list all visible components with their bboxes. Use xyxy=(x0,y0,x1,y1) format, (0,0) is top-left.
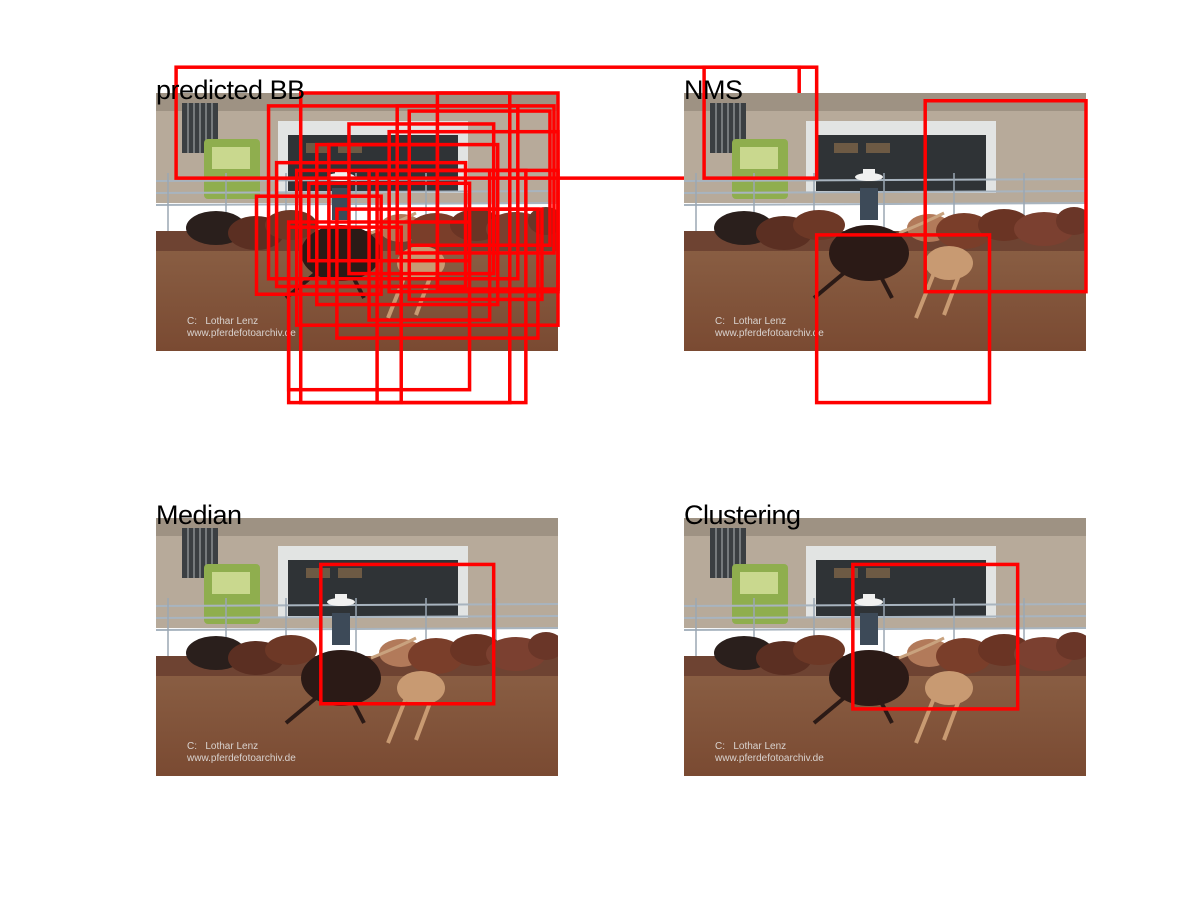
panel-nms: C: Lothar Lenz www.pferdefotoarchiv.de N… xyxy=(684,65,1088,405)
panel-clustering: C: Lothar Lenz www.pferdefotoarchiv.de C… xyxy=(684,500,1086,776)
rodeo-photo xyxy=(156,518,558,776)
rodeo-photo xyxy=(684,93,1086,351)
panel-predicted-bb: C: Lothar Lenz www.pferdefotoarchiv.de p… xyxy=(156,65,801,405)
panel-median: C: Lothar Lenz www.pferdefotoarchiv.de M… xyxy=(156,500,558,776)
photo-watermark: C: Lothar Lenz www.pferdefotoarchiv.de xyxy=(187,741,296,764)
rodeo-photo xyxy=(156,93,558,351)
photo-watermark: C: Lothar Lenz www.pferdefotoarchiv.de xyxy=(715,316,824,339)
panel-title: NMS xyxy=(684,75,743,105)
rodeo-photo xyxy=(684,518,1086,776)
panel-title: Clustering xyxy=(684,500,801,530)
photo-watermark: C: Lothar Lenz www.pferdefotoarchiv.de xyxy=(715,741,824,764)
photo-watermark: C: Lothar Lenz www.pferdefotoarchiv.de xyxy=(187,316,296,339)
panel-title: predicted BB xyxy=(156,75,305,105)
panel-title: Median xyxy=(156,500,242,530)
